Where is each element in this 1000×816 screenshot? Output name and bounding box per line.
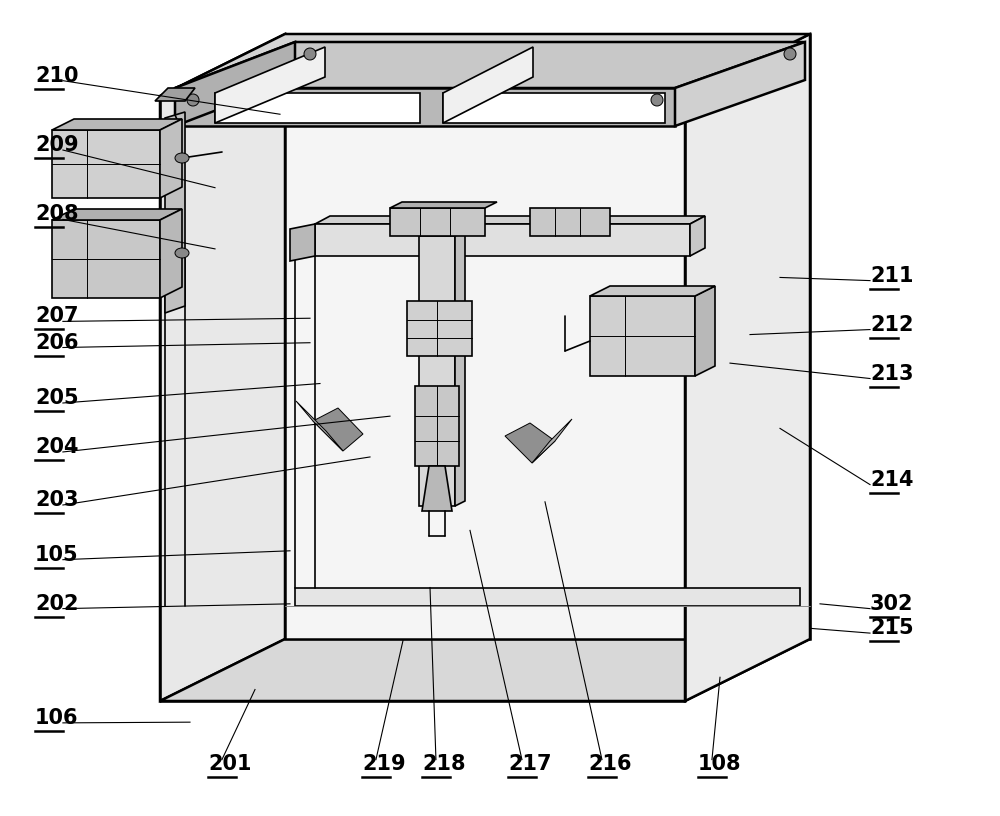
Polygon shape	[155, 88, 195, 101]
Polygon shape	[390, 202, 497, 208]
Text: 210: 210	[35, 65, 78, 86]
Polygon shape	[160, 34, 285, 701]
Text: 207: 207	[35, 306, 78, 326]
Polygon shape	[443, 47, 533, 123]
Circle shape	[651, 94, 663, 106]
Text: 204: 204	[35, 437, 78, 457]
Polygon shape	[315, 216, 705, 224]
Text: 208: 208	[35, 204, 78, 224]
Text: 105: 105	[35, 544, 79, 565]
Text: 206: 206	[35, 332, 78, 353]
Text: 214: 214	[870, 469, 914, 490]
Polygon shape	[685, 34, 810, 701]
Polygon shape	[285, 34, 810, 639]
Polygon shape	[52, 119, 182, 130]
Polygon shape	[443, 93, 665, 123]
Polygon shape	[390, 208, 485, 236]
Polygon shape	[175, 42, 295, 126]
Polygon shape	[590, 296, 695, 376]
Polygon shape	[295, 588, 800, 606]
Text: 108: 108	[698, 753, 742, 774]
Text: 209: 209	[35, 135, 79, 155]
Polygon shape	[52, 130, 160, 198]
Polygon shape	[505, 423, 555, 463]
Circle shape	[304, 48, 316, 60]
Polygon shape	[215, 93, 420, 123]
Polygon shape	[455, 231, 465, 506]
Text: 205: 205	[35, 388, 79, 408]
Text: 106: 106	[35, 707, 78, 728]
Polygon shape	[160, 639, 810, 701]
Polygon shape	[695, 286, 715, 376]
Circle shape	[784, 48, 796, 60]
Polygon shape	[160, 209, 182, 298]
Polygon shape	[160, 34, 810, 96]
Circle shape	[187, 94, 199, 106]
Polygon shape	[290, 224, 315, 261]
Text: 216: 216	[588, 753, 632, 774]
Text: 202: 202	[35, 593, 78, 614]
Polygon shape	[419, 236, 455, 506]
Polygon shape	[175, 88, 675, 126]
Text: 213: 213	[870, 363, 914, 384]
Text: 211: 211	[870, 265, 914, 286]
Polygon shape	[315, 224, 690, 256]
Text: 201: 201	[208, 753, 252, 774]
Polygon shape	[52, 220, 160, 298]
Polygon shape	[532, 419, 572, 463]
Text: 203: 203	[35, 490, 78, 510]
Polygon shape	[165, 112, 185, 313]
Polygon shape	[690, 216, 705, 256]
Ellipse shape	[175, 153, 189, 163]
Polygon shape	[415, 386, 459, 466]
Polygon shape	[590, 286, 715, 296]
Text: 215: 215	[870, 618, 914, 638]
Polygon shape	[52, 209, 182, 220]
Polygon shape	[296, 401, 343, 451]
Polygon shape	[530, 208, 610, 236]
Text: 212: 212	[870, 314, 914, 335]
Text: 218: 218	[422, 753, 466, 774]
Text: 302: 302	[870, 593, 914, 614]
Ellipse shape	[175, 248, 189, 258]
Polygon shape	[422, 466, 452, 511]
Polygon shape	[175, 42, 805, 88]
Polygon shape	[160, 119, 182, 198]
Polygon shape	[215, 47, 325, 123]
Text: 217: 217	[508, 753, 552, 774]
Polygon shape	[407, 301, 472, 356]
Polygon shape	[675, 42, 805, 126]
Polygon shape	[313, 408, 363, 451]
Text: 219: 219	[362, 753, 406, 774]
